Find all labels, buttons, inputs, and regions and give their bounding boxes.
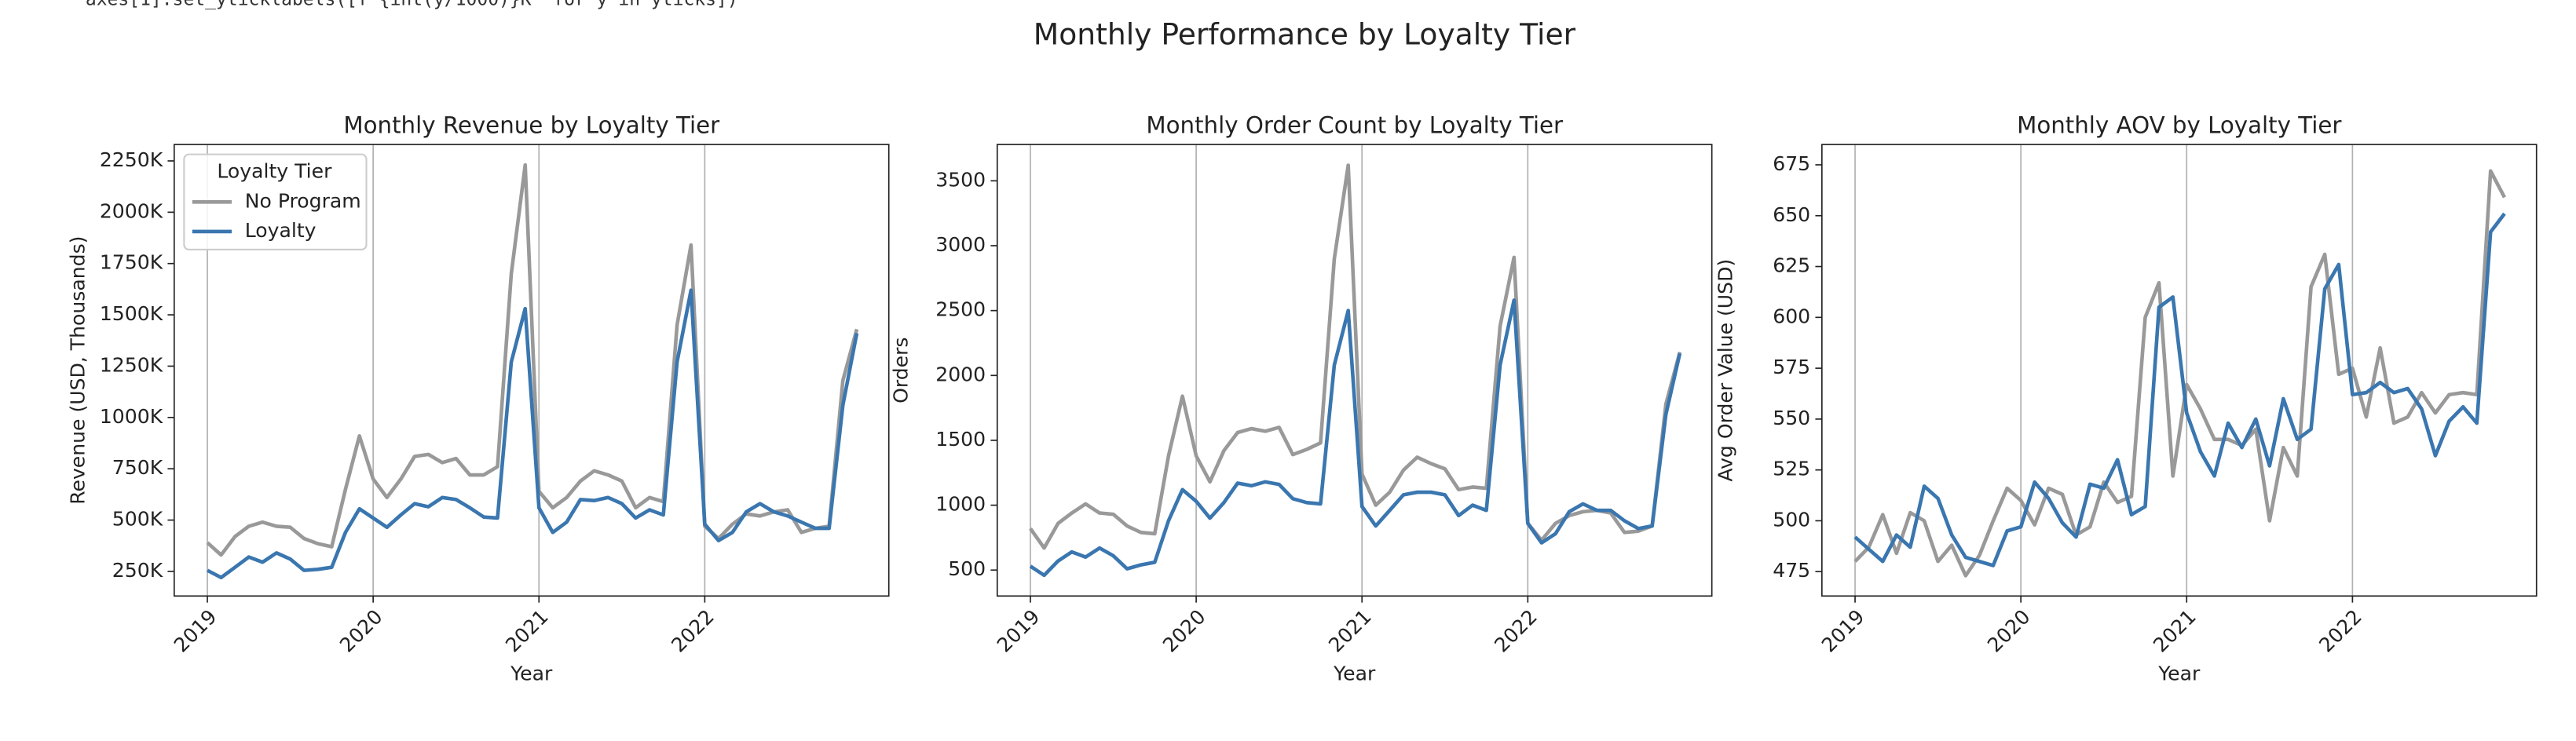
series-line [1853,212,2506,568]
chart-title: Monthly Order Count by Loyalty Tier [1146,112,1564,139]
x-tick-label: 2021 [501,605,553,657]
plot-frame [996,144,1713,597]
figure-title: Monthly Performance by Loyalty Tier [1034,17,1576,52]
y-tick-label: 600 [1773,305,1810,327]
x-axis-label: Year [2157,663,2201,685]
y-tick-label: 1500 [935,428,986,451]
y-tick-label: 2000K [100,199,163,222]
x-tick-label: 2022 [1490,605,1542,657]
y-tick-label: 750K [112,456,163,479]
series-line [206,288,859,580]
legend-label: No Program [245,189,361,212]
x-tick-label: 2019 [993,605,1045,657]
y-tick-label: 1000 [935,493,986,516]
y-tick-label: 2000 [935,363,986,385]
x-tick-label: 2021 [1324,605,1376,657]
code-snippet: axes[1].set_yticklabels([f'{int(y/1000)}… [86,0,738,10]
series-line [1029,298,1682,578]
x-tick-label: 2020 [1983,605,2035,657]
chart-title: Monthly AOV by Loyalty Tier [2017,112,2342,139]
y-tick-label: 650 [1773,203,1810,226]
y-tick-label: 1250K [100,353,163,376]
y-tick-label: 675 [1773,152,1810,175]
y-tick-label: 575 [1773,356,1810,378]
x-tick-label: 2019 [1817,605,1869,657]
y-tick-label: 1750K [100,251,163,274]
x-tick-label: 2019 [170,605,221,657]
plot-frame [1820,144,2538,597]
y-tick-label: 3500 [935,168,986,191]
chart-title: Monthly Revenue by Loyalty Tier [343,112,720,139]
x-axis-label: Year [1333,663,1376,685]
legend-label: Loyalty [245,219,317,242]
y-tick-label: 475 [1773,559,1810,582]
series-line [1853,169,2507,578]
y-tick-label: 250K [112,559,163,582]
y-axis-label: Avg Order Value (USD) [1714,259,1736,482]
y-tick-label: 500 [1773,508,1810,531]
y-tick-label: 3000 [935,233,986,256]
x-tick-label: 2022 [667,605,719,657]
y-tick-label: 2500 [935,298,986,321]
series-line [206,162,859,557]
y-tick-label: 1000K [100,405,163,428]
x-tick-label: 2020 [335,605,387,657]
series-line [1029,163,1682,550]
y-tick-label: 625 [1773,254,1810,277]
y-tick-label: 500 [948,557,986,580]
y-tick-label: 2250K [100,148,163,171]
plot-frame [173,144,890,597]
y-tick-label: 500K [112,508,163,531]
y-axis-label: Revenue (USD, Thousands) [66,236,89,505]
x-tick-label: 2020 [1158,605,1210,657]
x-axis-label: Year [510,663,553,685]
x-tick-label: 2022 [2314,605,2366,657]
y-tick-label: 525 [1773,458,1810,480]
y-tick-label: 550 [1773,407,1810,429]
x-tick-label: 2021 [2149,605,2201,657]
y-axis-label: Orders [889,337,912,403]
legend-box [183,153,368,250]
y-tick-label: 1500K [100,302,163,325]
legend-title: Loyalty Tier [217,160,332,183]
